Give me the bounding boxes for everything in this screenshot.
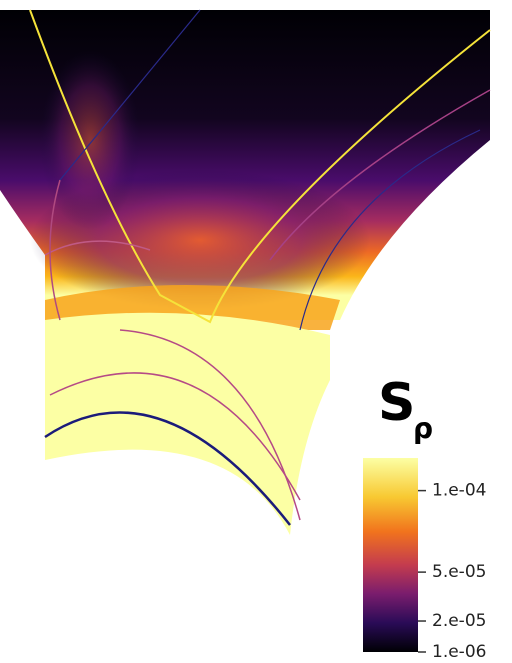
colorbar-tick-label: 5.e-05 [432, 562, 486, 582]
colorbar-tick-label: 2.e-05 [432, 611, 486, 631]
field-plot [0, 9, 491, 535]
colorbar-tick-label: 1.e-06 [432, 642, 486, 662]
colorbar-subscript: ρ [413, 412, 433, 445]
colorbar-title: S [378, 373, 415, 433]
colorbar-gradient [363, 458, 418, 652]
colorbar: S ρ [363, 373, 433, 652]
colorbar-tick-label: 1.e-04 [432, 481, 486, 501]
